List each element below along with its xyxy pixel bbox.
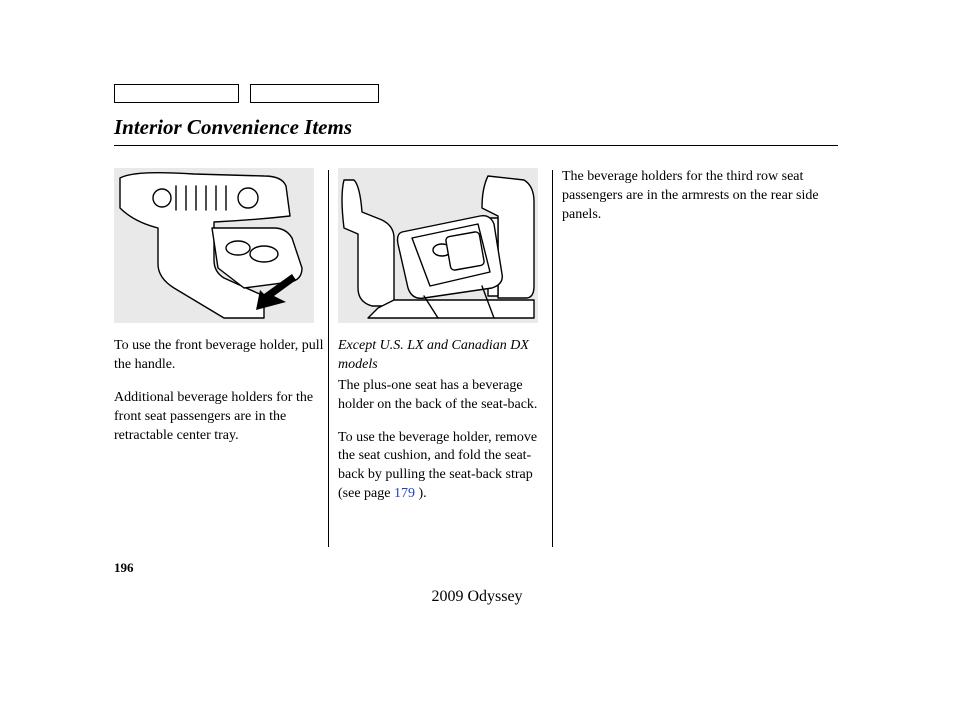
col2-p2-text-a: To use the beverage holder, remove the s… <box>338 430 537 502</box>
column-1: To use the front beverage holder, pull t… <box>114 168 324 459</box>
figure-front-beverage-holder <box>114 168 314 323</box>
footer-text: 2009 Odyssey <box>0 588 954 606</box>
title-rule <box>114 145 838 146</box>
column-divider-2 <box>552 170 553 547</box>
column-divider-1 <box>328 170 329 547</box>
page-link-179[interactable]: 179 <box>394 486 415 501</box>
col2-paragraph-2: To use the beverage holder, remove the s… <box>338 429 548 505</box>
empty-box-2 <box>250 84 379 103</box>
column-2: Except U.S. LX and Canadian DX models Th… <box>338 168 548 518</box>
page-title: Interior Convenience Items <box>114 115 352 140</box>
top-empty-boxes <box>114 84 379 103</box>
empty-box-1 <box>114 84 239 103</box>
col2-model-note: Except U.S. LX and Canadian DX models <box>338 337 548 375</box>
col2-p2-text-b: ). <box>415 486 427 501</box>
col1-paragraph-2: Additional beverage holders for the fron… <box>114 389 324 446</box>
col3-paragraph-1: The beverage holders for the third row s… <box>562 168 836 225</box>
dashboard-cupholder-illustration <box>114 168 314 323</box>
col1-paragraph-1: To use the front beverage holder, pull t… <box>114 337 324 375</box>
seatback-cupholder-illustration <box>338 168 538 323</box>
col2-paragraph-1: The plus-one seat has a beverage holder … <box>338 377 548 415</box>
figure-plus-one-seat-holder <box>338 168 538 323</box>
column-3: The beverage holders for the third row s… <box>562 168 836 239</box>
page-number: 196 <box>114 560 134 576</box>
